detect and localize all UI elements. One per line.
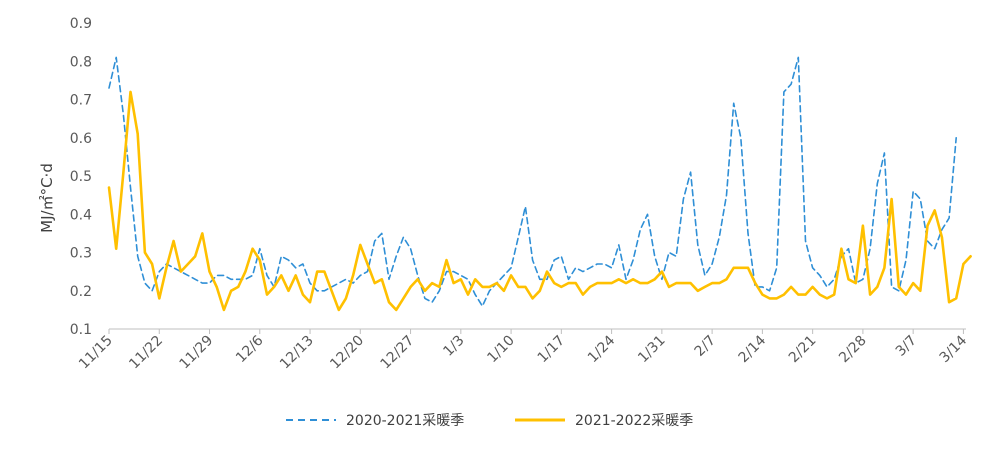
y-tick-label: 0.2 <box>70 284 92 300</box>
x-tick-label: 12/6 <box>233 332 267 366</box>
x-axis-ticks: 11/15 11/22 11/29 12/6 12/13 12/20 12/27 1/3 1/1… <box>76 329 970 372</box>
legend-label-2020-2021: 2020-2021采暖季 <box>346 413 464 429</box>
x-tick-label: 2/28 <box>836 333 870 367</box>
x-tick-label: 3/14 <box>937 332 971 366</box>
y-tick-label: 0.8 <box>70 54 92 70</box>
x-tick-label: 12/20 <box>327 333 367 373</box>
y-tick-label: 0.3 <box>70 246 92 262</box>
x-tick-label: 1/10 <box>484 333 518 367</box>
x-tick-label: 11/22 <box>126 333 166 373</box>
y-axis-title-group: MJ/㎡°C·d <box>38 163 56 233</box>
y-tick-label: 0.1 <box>70 322 92 338</box>
x-tick-label: 1/3 <box>440 333 467 360</box>
x-tick-label: 2/21 <box>786 333 820 367</box>
series-lines <box>107 56 972 312</box>
y-axis-title: MJ/㎡°C·d <box>38 163 56 233</box>
y-tick-label: 0.6 <box>70 131 92 147</box>
x-tick-label: 12/13 <box>277 333 317 373</box>
x-tick-label: 1/31 <box>635 333 669 367</box>
x-tick-label: 2/7 <box>692 333 719 360</box>
series-line-2021-2022 <box>107 90 972 312</box>
x-tick-label: 12/27 <box>378 333 418 373</box>
series-line-2020-2021 <box>108 56 958 307</box>
x-tick-label: 1/24 <box>585 332 619 366</box>
y-tick-label: 0.9 <box>70 16 92 32</box>
y-tick-label: 0.7 <box>70 93 92 109</box>
x-tick-label: 11/15 <box>76 333 116 373</box>
x-tick-label: 1/17 <box>535 333 569 367</box>
legend-label-2021-2022: 2021-2022采暖季 <box>575 413 693 429</box>
y-tick-label: 0.4 <box>70 207 92 223</box>
x-axis <box>108 328 966 334</box>
x-tick-label: 11/29 <box>176 333 216 373</box>
y-axis-ticks: 0.1 0.2 0.3 0.4 0.5 0.6 0.7 0.8 0.9 <box>70 16 92 338</box>
x-tick-label: 3/7 <box>893 333 920 360</box>
y-tick-label: 0.5 <box>70 169 92 185</box>
x-tick-label: 2/14 <box>736 332 770 366</box>
legend: 2020-2021采暖季 2021-2022采暖季 <box>286 413 693 429</box>
